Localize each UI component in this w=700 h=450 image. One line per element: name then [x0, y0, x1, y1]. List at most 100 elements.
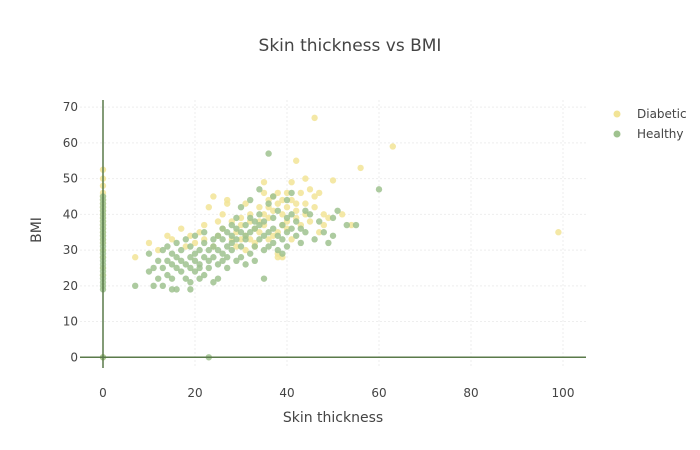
- data-point-healthy: [302, 229, 309, 236]
- data-point-healthy: [297, 239, 304, 247]
- data-point-healthy: [329, 214, 337, 222]
- data-point-healthy: [256, 186, 263, 193]
- data-point-diabetic: [155, 246, 162, 254]
- data-points: [99, 114, 562, 361]
- data-point-healthy: [251, 243, 258, 250]
- data-point-healthy: [247, 250, 254, 257]
- data-point-healthy: [329, 232, 337, 239]
- data-point-healthy: [191, 257, 199, 264]
- data-point-healthy: [283, 229, 291, 236]
- legend-label-diabetic: Diabetic: [637, 107, 687, 121]
- data-point-diabetic: [164, 232, 171, 239]
- data-point-healthy: [237, 243, 245, 250]
- data-point-healthy: [164, 271, 171, 279]
- y-tick-label: 10: [63, 315, 78, 329]
- data-point-healthy: [145, 250, 153, 257]
- data-point-healthy: [265, 200, 272, 207]
- data-point-diabetic: [306, 186, 314, 193]
- data-point-healthy: [279, 221, 286, 229]
- data-point-healthy: [205, 264, 212, 272]
- data-point-healthy: [196, 275, 203, 282]
- data-point-diabetic: [339, 211, 346, 218]
- data-point-healthy: [283, 196, 291, 204]
- y-tick-label: 60: [63, 136, 78, 150]
- data-point-healthy: [256, 236, 263, 243]
- data-point-healthy: [168, 261, 176, 268]
- data-point-healthy: [265, 243, 272, 250]
- data-point-healthy: [191, 250, 199, 257]
- data-point-healthy: [325, 239, 332, 247]
- data-point-diabetic: [260, 178, 268, 186]
- data-point-healthy: [260, 275, 268, 282]
- data-point-healthy: [274, 246, 281, 254]
- tick-labels: 0 20 40 60 80 100 0 10 20 30 40 50 60 70: [63, 100, 575, 400]
- data-point-healthy: [201, 254, 208, 261]
- data-point-healthy: [334, 207, 341, 214]
- data-point-healthy: [311, 236, 318, 243]
- data-point-diabetic: [288, 178, 295, 186]
- data-point-healthy: [283, 243, 291, 250]
- data-point-diabetic: [325, 214, 332, 222]
- data-point-healthy: [182, 261, 189, 268]
- data-point-diabetic: [306, 218, 314, 225]
- data-point-healthy: [219, 236, 226, 243]
- data-point-healthy: [164, 257, 171, 264]
- x-tick-label: 60: [371, 386, 386, 400]
- data-point-diabetic: [256, 229, 263, 236]
- data-point-healthy: [201, 271, 208, 279]
- data-point-healthy: [316, 218, 323, 225]
- data-point-healthy: [187, 243, 194, 250]
- data-point-healthy: [247, 214, 254, 222]
- x-axis-label: Skin thickness: [283, 410, 383, 426]
- data-point-healthy: [256, 221, 263, 229]
- data-point-healthy: [210, 254, 217, 261]
- data-point-healthy: [237, 229, 245, 236]
- data-point-healthy: [279, 250, 286, 257]
- data-point-healthy: [242, 221, 249, 229]
- data-point-healthy: [164, 243, 171, 250]
- data-point-diabetic: [311, 114, 318, 122]
- data-point-healthy: [233, 257, 240, 264]
- data-point-healthy: [320, 229, 327, 236]
- data-point-diabetic: [242, 200, 249, 207]
- data-point-healthy: [375, 186, 383, 193]
- data-point-healthy: [168, 275, 176, 282]
- legend: Diabetic Healthy: [613, 107, 687, 141]
- data-point-healthy: [265, 229, 272, 236]
- data-point-diabetic: [389, 143, 396, 150]
- x-tick-label: 20: [187, 386, 202, 400]
- data-point-diabetic: [274, 189, 281, 197]
- data-point-healthy: [196, 264, 203, 272]
- data-point-diabetic: [191, 239, 199, 247]
- data-point-diabetic: [233, 243, 240, 250]
- data-point-diabetic: [288, 196, 295, 204]
- axes: [80, 100, 586, 368]
- data-point-diabetic: [270, 232, 277, 239]
- data-point-healthy: [247, 196, 254, 204]
- data-point-healthy: [228, 232, 235, 239]
- y-tick-label: 70: [63, 100, 78, 114]
- data-point-diabetic: [348, 221, 355, 229]
- data-point-healthy: [219, 225, 226, 232]
- data-point-healthy: [260, 218, 268, 225]
- data-point-healthy: [306, 211, 314, 218]
- data-point-healthy: [228, 239, 235, 247]
- data-point-healthy: [178, 257, 185, 264]
- data-point-healthy: [214, 275, 222, 282]
- data-point-healthy: [251, 225, 258, 232]
- data-point-diabetic: [316, 229, 323, 236]
- data-point-diabetic: [210, 193, 217, 200]
- data-point-diabetic: [178, 225, 185, 232]
- data-point-healthy: [251, 218, 258, 225]
- data-point-healthy: [155, 275, 162, 282]
- data-point-healthy: [178, 268, 185, 275]
- data-point-diabetic: [219, 211, 226, 218]
- data-point-healthy: [251, 257, 258, 264]
- data-point-healthy: [210, 236, 217, 243]
- data-point-diabetic: [329, 177, 337, 184]
- data-point-diabetic: [293, 157, 300, 164]
- data-point-healthy: [150, 264, 157, 272]
- data-point-diabetic: [145, 239, 153, 247]
- data-point-healthy: [288, 225, 295, 232]
- data-point-diabetic: [196, 229, 203, 236]
